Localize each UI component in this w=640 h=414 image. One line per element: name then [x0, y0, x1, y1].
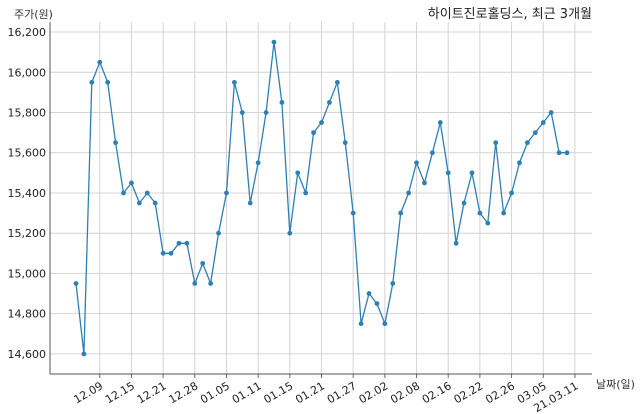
data-point — [398, 210, 404, 216]
data-point — [105, 79, 111, 85]
y-tick-label: 15,400 — [8, 187, 47, 200]
data-point — [406, 190, 412, 196]
data-point — [200, 260, 206, 266]
y-tick-label: 15,800 — [8, 107, 47, 120]
data-point — [342, 140, 348, 146]
data-point — [477, 210, 483, 216]
data-point — [422, 180, 427, 186]
data-point — [168, 250, 174, 256]
data-point — [73, 281, 79, 286]
data-point — [303, 190, 309, 196]
data-point — [152, 200, 158, 206]
x-tick-label: 01.11 — [230, 379, 264, 406]
data-point — [564, 150, 570, 156]
data-point — [279, 100, 285, 105]
data-point — [295, 170, 301, 176]
x-tick-label: 02.02 — [357, 379, 391, 406]
data-point — [255, 160, 261, 166]
x-tick-label: 12.09 — [71, 379, 105, 406]
data-point — [192, 281, 198, 286]
x-tick-label: 01.27 — [325, 379, 359, 406]
data-point — [121, 190, 126, 196]
data-point — [540, 120, 546, 125]
data-point — [327, 100, 332, 105]
data-point — [374, 301, 380, 306]
data-point — [445, 170, 451, 176]
data-point — [231, 79, 237, 85]
series-layer — [73, 39, 570, 357]
data-point — [247, 200, 253, 206]
x-tick-label: 02.22 — [452, 379, 486, 406]
data-point — [239, 110, 245, 115]
y-tick-label: 15,200 — [8, 227, 47, 240]
data-point — [216, 230, 221, 236]
y-tick-label: 14,800 — [8, 308, 47, 321]
data-point — [287, 230, 293, 236]
chart-title: 하이트진로홀딩스, 최근 3개월 — [428, 7, 592, 22]
data-point — [390, 281, 396, 286]
y-tick-label: 15,000 — [8, 267, 47, 280]
y-axis-title: 주가(원) — [14, 8, 53, 21]
y-tick-label: 16,200 — [8, 26, 47, 39]
data-point — [334, 79, 340, 85]
data-point — [453, 240, 459, 246]
data-point — [311, 130, 316, 136]
data-point — [501, 210, 507, 216]
data-point — [208, 281, 214, 286]
x-tick-label: 01.21 — [293, 379, 327, 406]
data-point — [382, 321, 388, 327]
axes — [49, 22, 592, 378]
x-tick-label: 12.21 — [135, 379, 169, 406]
data-point — [271, 39, 277, 45]
data-point — [429, 150, 435, 156]
data-point — [469, 170, 475, 176]
data-point — [461, 200, 467, 206]
data-point — [525, 140, 530, 146]
data-point — [509, 190, 514, 196]
grid-lines — [50, 22, 592, 374]
data-point — [493, 140, 499, 146]
data-point — [548, 110, 554, 115]
data-point — [97, 59, 103, 65]
data-point — [263, 110, 269, 115]
x-tick-label: 01.15 — [262, 379, 296, 406]
x-tick-label: 02.26 — [483, 379, 517, 406]
data-point — [366, 291, 372, 296]
data-point — [532, 130, 538, 136]
data-point — [414, 160, 419, 166]
y-tick-label: 16,000 — [8, 66, 47, 79]
data-point — [556, 150, 562, 156]
data-point — [160, 250, 166, 256]
data-point — [144, 190, 150, 196]
tick-labels: 14,600 14,800 15,000 15,200 15,400 15,600 15,8… — [8, 26, 581, 414]
data-point — [81, 351, 87, 357]
data-point — [517, 160, 522, 166]
data-point — [319, 120, 324, 125]
data-point — [350, 210, 356, 216]
data-point — [129, 180, 134, 186]
y-tick-label: 14,600 — [8, 348, 47, 361]
data-point — [136, 200, 142, 206]
x-axis-title: 날짜(일) — [596, 377, 635, 391]
x-tick-label: 12.15 — [103, 379, 137, 406]
x-tick-label: 02.08 — [388, 379, 422, 406]
x-tick-label: 12.28 — [167, 379, 201, 406]
data-point — [89, 79, 95, 85]
data-point — [113, 140, 118, 146]
x-tick-label: 02.16 — [420, 379, 454, 406]
data-point — [224, 190, 229, 196]
data-point — [485, 220, 491, 226]
data-point — [184, 240, 190, 246]
y-tick-label: 15,600 — [8, 147, 47, 160]
data-point — [437, 120, 443, 125]
data-point — [358, 321, 364, 327]
x-tick-label: 01.05 — [198, 379, 232, 406]
data-point — [176, 240, 182, 246]
